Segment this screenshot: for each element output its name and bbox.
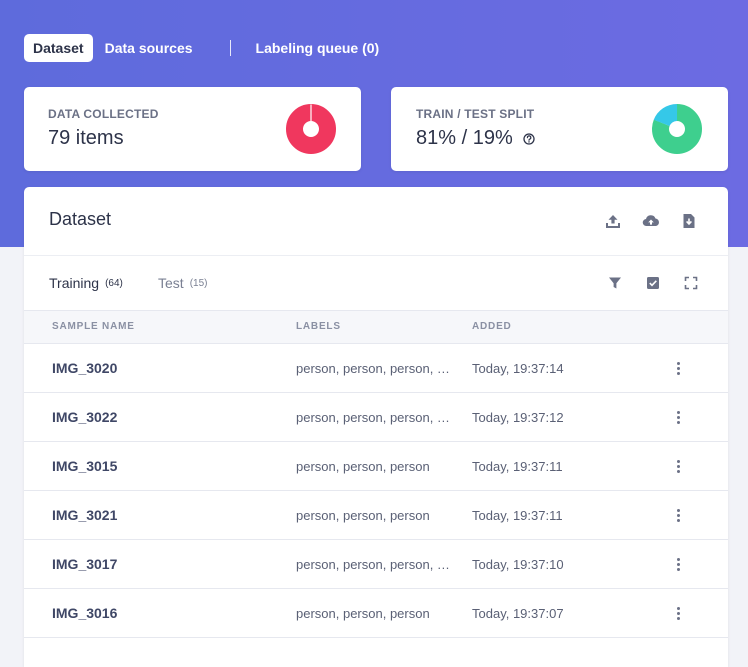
more-vertical-icon[interactable] — [670, 357, 686, 379]
sample-name: IMG_3015 — [52, 458, 118, 474]
nav-dataset[interactable]: Dataset — [24, 33, 93, 62]
train-test-donut-chart — [652, 104, 702, 154]
nav-divider — [229, 39, 231, 56]
sample-added: Today, 19:37:12 — [472, 410, 564, 425]
train-test-split-value-row: 81% / 19% — [416, 127, 535, 150]
tab-test-label: Test — [158, 275, 184, 291]
top-nav: Dataset Data sources Labeling queue (0) — [24, 33, 391, 62]
data-collected-donut-chart — [286, 104, 336, 154]
panel-header: Dataset — [24, 187, 728, 256]
data-collected-label: DATA COLLECTED — [48, 107, 159, 121]
tab-training-label: Training — [49, 275, 100, 291]
column-header-labels[interactable]: LABELS — [296, 321, 341, 332]
table-header: SAMPLE NAME LABELS ADDED — [24, 311, 728, 344]
train-test-split-label: TRAIN / TEST SPLIT — [416, 107, 535, 121]
train-test-split-value: 81% / 19% — [416, 127, 513, 149]
sample-name: IMG_3022 — [52, 409, 118, 425]
data-collected-card: DATA COLLECTED 79 items — [24, 87, 361, 171]
sample-labels: person, person, person, person — [296, 361, 456, 376]
more-vertical-icon[interactable] — [670, 553, 686, 575]
more-vertical-icon[interactable] — [670, 455, 686, 477]
table-row[interactable]: IMG_3020 person, person, person, person … — [24, 344, 728, 393]
upload-icon[interactable] — [602, 210, 624, 232]
sample-added: Today, 19:37:14 — [472, 361, 564, 376]
download-file-icon[interactable] — [678, 210, 700, 232]
tab-training-count: (64) — [105, 278, 123, 289]
sample-added: Today, 19:37:11 — [472, 508, 563, 523]
data-collected-value: 79 items — [48, 127, 124, 149]
table-row[interactable]: IMG_3017 person, person, person, person … — [24, 540, 728, 589]
column-header-added[interactable]: ADDED — [472, 321, 512, 332]
help-icon[interactable] — [523, 132, 535, 145]
table-row[interactable]: IMG_3016 person, person, person Today, 1… — [24, 589, 728, 638]
sample-added: Today, 19:37:11 — [472, 459, 563, 474]
tab-test-count: (15) — [189, 278, 208, 289]
tab-training[interactable]: Training (64) — [49, 275, 123, 291]
sample-added: Today, 19:37:07 — [472, 606, 564, 621]
sample-added: Today, 19:37:10 — [472, 557, 564, 572]
dataset-panel: Dataset — [24, 187, 728, 667]
sample-labels: person, person, person — [296, 508, 430, 523]
more-vertical-icon[interactable] — [670, 602, 686, 624]
sample-labels: person, person, person, person — [296, 557, 456, 572]
nav-labeling-queue[interactable]: Labeling queue (0) — [255, 39, 380, 56]
train-test-split-card: TRAIN / TEST SPLIT 81% / 19% — [391, 87, 728, 171]
table-row[interactable]: IMG_3015 person, person, person Today, 1… — [24, 442, 728, 491]
test-ring — [652, 104, 702, 154]
more-vertical-icon[interactable] — [670, 406, 686, 428]
sample-labels: person, person, person, person — [296, 410, 456, 425]
panel-header-actions — [586, 210, 700, 232]
cloud-upload-icon[interactable] — [640, 210, 662, 232]
sample-name: IMG_3017 — [52, 556, 118, 572]
table-row[interactable]: IMG_3021 person, person, person Today, 1… — [24, 491, 728, 540]
checkbox-icon[interactable] — [642, 272, 664, 294]
column-header-sample-name[interactable]: SAMPLE NAME — [52, 321, 135, 332]
tabs-row: Training (64) Test (15) — [24, 256, 728, 311]
table-row[interactable]: IMG_3022 person, person, person, person … — [24, 393, 728, 442]
filter-icon[interactable] — [604, 272, 626, 294]
more-vertical-icon[interactable] — [670, 504, 686, 526]
tab-actions — [588, 272, 702, 294]
sample-labels: person, person, person — [296, 459, 430, 474]
nav-data-sources[interactable]: Data sources — [104, 39, 193, 56]
tab-test[interactable]: Test (15) — [158, 275, 207, 291]
sample-name: IMG_3021 — [52, 507, 118, 523]
sample-name: IMG_3020 — [52, 360, 118, 376]
sample-name: IMG_3016 — [52, 605, 118, 621]
sample-labels: person, person, person — [296, 606, 430, 621]
fullscreen-icon[interactable] — [680, 272, 702, 294]
panel-title: Dataset — [49, 209, 112, 229]
